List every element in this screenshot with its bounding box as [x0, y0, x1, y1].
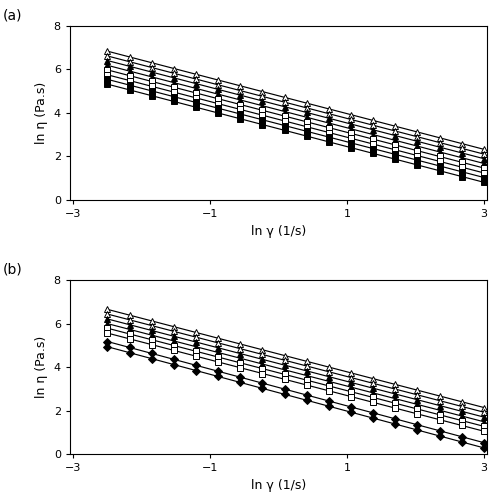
X-axis label: ln γ (1/s): ln γ (1/s) [251, 478, 306, 492]
Text: (a): (a) [3, 8, 22, 22]
X-axis label: ln γ (1/s): ln γ (1/s) [251, 224, 306, 237]
Text: (b): (b) [3, 262, 23, 276]
Y-axis label: ln η (Pa.s): ln η (Pa.s) [35, 82, 48, 144]
Y-axis label: ln η (Pa.s): ln η (Pa.s) [35, 336, 48, 398]
